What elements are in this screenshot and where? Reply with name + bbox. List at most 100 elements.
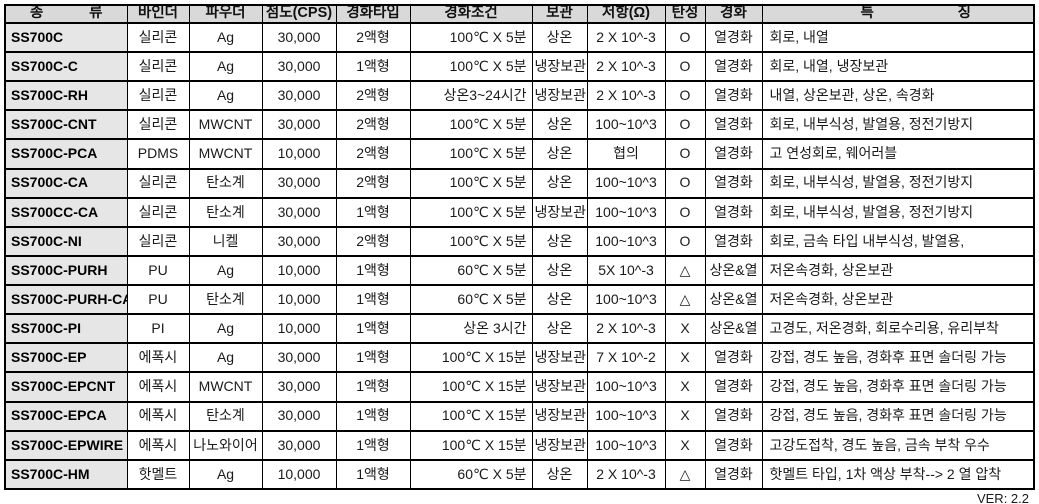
table-row: SS700C-C 실리콘 Ag 30,000 1액형 100℃ X 5분 냉장보… [4, 51, 1035, 83]
table-row: SS700C-PURH PU Ag 10,000 1액형 60℃ X 5분 상온… [4, 254, 1035, 287]
cell-viscosity: 30,000 [261, 196, 337, 228]
cell-product-type: SS700C-HM [4, 458, 128, 491]
cell-product-type: SS700CC-CA [4, 196, 128, 228]
cell-storage: 상온 [531, 21, 588, 54]
cell-powder: 니켈 [188, 225, 263, 257]
cell-powder: MWCNT [188, 138, 263, 170]
cell-curing-condition: 100℃ X 5분 [409, 196, 533, 228]
cell-resistance: 2 X 10^-3 [586, 313, 666, 345]
cell-viscosity: 30,000 [261, 342, 337, 374]
cell-elasticity: O [664, 196, 706, 228]
cell-product-type: SS700C-EPCNT [4, 371, 128, 403]
cell-product-type: SS700C-PI [4, 313, 128, 345]
cell-curing: 열경화 [704, 342, 763, 374]
cell-product-type: SS700C [4, 21, 128, 54]
cell-curing-condition: 100℃ X 5분 [409, 225, 533, 257]
cell-curing-condition: 100℃ X 5분 [409, 109, 533, 141]
cell-powder: Ag [188, 80, 263, 112]
cell-elasticity: O [664, 80, 706, 112]
table-row: SS700C-RH 실리콘 Ag 30,000 2액형 상온3~24시간 냉장보… [4, 80, 1035, 112]
cell-resistance: 협의 [586, 138, 666, 170]
cell-curing-type: 1액형 [335, 400, 411, 432]
cell-product-type: SS700C-EPWIRE [4, 429, 128, 461]
cell-binder: PU [126, 254, 190, 287]
cell-powder: Ag [188, 51, 263, 83]
cell-powder: Ag [188, 458, 263, 491]
table-row: SS700C-NI 실리콘 니켈 30,000 2액형 100℃ X 5분 상온… [4, 225, 1035, 257]
cell-curing: 열경화 [704, 400, 763, 432]
cell-elasticity: X [664, 342, 706, 374]
cell-resistance: 2 X 10^-3 [586, 51, 666, 83]
cell-elasticity: △ [664, 254, 706, 287]
column-header-storage: 보관 [531, 4, 588, 24]
cell-powder: 나노와이어 [188, 429, 263, 461]
cell-elasticity: △ [664, 284, 706, 316]
cell-powder: Ag [188, 313, 263, 345]
cell-curing-condition: 60℃ X 5분 [409, 254, 533, 287]
cell-curing: 열경화 [704, 196, 763, 228]
column-header-curing: 경화 [704, 4, 763, 24]
cell-product-type: SS700C-EPCA [4, 400, 128, 432]
column-header-type: 종 류 [4, 4, 128, 24]
cell-curing-type: 1액형 [335, 458, 411, 491]
cell-elasticity: X [664, 371, 706, 403]
column-header-curing-condition: 경화조건 [409, 4, 533, 24]
cell-resistance: 2 X 10^-3 [586, 21, 666, 54]
table-row: SS700C 실리콘 Ag 30,000 2액형 100℃ X 5분 상온 2 … [4, 21, 1035, 54]
cell-storage: 상온 [531, 109, 588, 141]
cell-resistance: 100~10^3 [586, 400, 666, 432]
cell-features: 회로, 내부식성, 발열용, 정전기방지 [761, 109, 1035, 141]
cell-binder: 실리콘 [126, 225, 190, 257]
cell-curing-condition: 60℃ X 5분 [409, 284, 533, 316]
cell-storage: 냉장보관 [531, 342, 588, 374]
cell-curing-type: 1액형 [335, 254, 411, 287]
cell-features: 강접, 경도 높음, 경화후 표면 솔더링 가능 [761, 400, 1035, 432]
cell-curing-condition: 상온3~24시간 [409, 80, 533, 112]
cell-resistance: 7 X 10^-2 [586, 342, 666, 374]
cell-binder: 핫멜트 [126, 458, 190, 491]
cell-features: 회로, 내부식성, 발열용, 정전기방지 [761, 167, 1035, 199]
table-row: SS700C-HM 핫멜트 Ag 10,000 1액형 60℃ X 5분 상온 … [4, 458, 1035, 491]
cell-binder: 실리콘 [126, 167, 190, 199]
cell-binder: 에폭시 [126, 342, 190, 374]
cell-elasticity: O [664, 138, 706, 170]
cell-storage: 냉장보관 [531, 371, 588, 403]
cell-storage: 냉장보관 [531, 51, 588, 83]
cell-curing-condition: 100℃ X 15분 [409, 371, 533, 403]
cell-features: 고 연성회로, 웨어러블 [761, 138, 1035, 170]
cell-powder: 탄소계 [188, 196, 263, 228]
cell-elasticity: X [664, 429, 706, 461]
cell-features: 강접, 경도 높음, 경화후 표면 솔더링 가능 [761, 371, 1035, 403]
cell-elasticity: X [664, 313, 706, 345]
cell-resistance: 2 X 10^-3 [586, 80, 666, 112]
cell-viscosity: 30,000 [261, 225, 337, 257]
cell-binder: PDMS [126, 138, 190, 170]
cell-features: 회로, 내열, 냉장보관 [761, 51, 1035, 83]
cell-features: 핫멜트 타입, 1차 액상 부착--> 2 열 압착 [761, 458, 1035, 491]
cell-viscosity: 30,000 [261, 21, 337, 54]
cell-storage: 상온 [531, 225, 588, 257]
cell-product-type: SS700C-PURH-CA [4, 284, 128, 316]
cell-viscosity: 30,000 [261, 51, 337, 83]
cell-curing: 상온&열 [704, 284, 763, 316]
cell-binder: PU [126, 284, 190, 316]
cell-viscosity: 10,000 [261, 284, 337, 316]
cell-resistance: 5X 10^-3 [586, 254, 666, 287]
cell-powder: 탄소계 [188, 400, 263, 432]
cell-curing: 열경화 [704, 225, 763, 257]
cell-curing-type: 1액형 [335, 342, 411, 374]
cell-curing: 열경화 [704, 429, 763, 461]
cell-elasticity: △ [664, 458, 706, 491]
cell-product-type: SS700C-PURH [4, 254, 128, 287]
cell-elasticity: X [664, 400, 706, 432]
column-header-powder: 파우더 [188, 4, 263, 24]
cell-features: 고경도, 저온경화, 회로수리용, 유리부착 [761, 313, 1035, 345]
cell-storage: 상온 [531, 313, 588, 345]
cell-curing: 열경화 [704, 21, 763, 54]
cell-elasticity: O [664, 109, 706, 141]
cell-features: 저온속경화, 상온보관 [761, 254, 1035, 287]
table-row: SS700C-PCA PDMS MWCNT 10,000 2액형 100℃ X … [4, 138, 1035, 170]
cell-curing-type: 1액형 [335, 313, 411, 345]
cell-viscosity: 30,000 [261, 371, 337, 403]
cell-elasticity: O [664, 51, 706, 83]
